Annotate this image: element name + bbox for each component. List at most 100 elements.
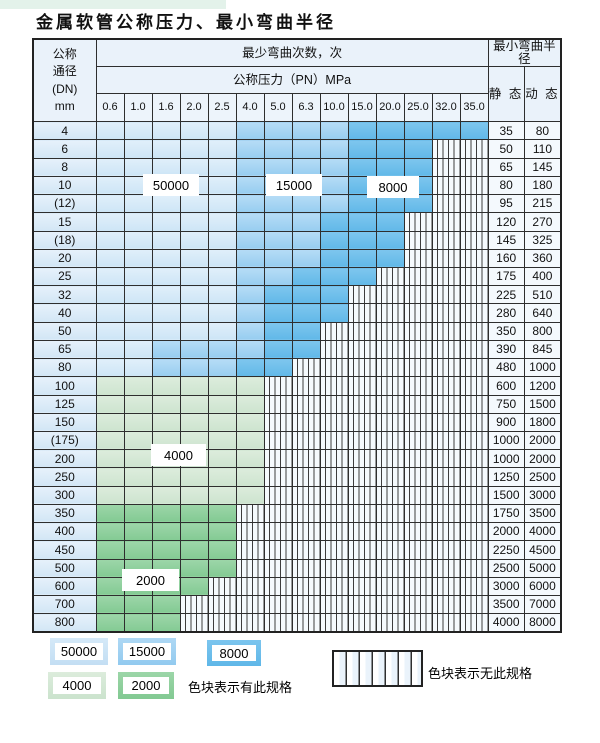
no-spec-cell (319, 503, 349, 524)
cycle-spec-cell (291, 321, 321, 341)
no-spec-cell (291, 522, 321, 542)
cycle-spec-cell (179, 121, 209, 141)
pressure-value-header: 15.0 (347, 93, 377, 123)
static-radius-cell: 2000 (487, 522, 525, 542)
dn-header-line: (DN) (52, 81, 78, 96)
no-spec-cell (319, 339, 349, 360)
cycle-spec-cell (319, 157, 349, 177)
legend-swatch-label: 8000 (212, 645, 256, 661)
cycle-spec-cell (95, 358, 125, 378)
cycle-spec-cell (207, 139, 237, 159)
no-spec-cell (403, 285, 433, 305)
no-spec-cell (403, 540, 433, 560)
no-spec-cell (403, 613, 433, 633)
no-spec-cell (291, 613, 321, 633)
dn-cell: 10 (32, 175, 97, 196)
no-spec-cell (431, 266, 461, 287)
cycle-spec-cell (179, 194, 209, 214)
cycle-spec-cell (235, 212, 265, 232)
no-spec-cell (459, 594, 489, 615)
no-spec-cell (291, 376, 321, 396)
table-row: 250 1250 2500 (32, 467, 562, 487)
cycle-spec-cell (235, 467, 265, 487)
cycle-spec-cell (291, 212, 321, 232)
hose-spec-table-wrap: 公称 通径 (DN) mm 最少弯曲次数，次 最小弯曲半径 公称压力（PN）MP… (32, 38, 563, 633)
cycle-spec-cell (263, 339, 293, 360)
static-radius-cell: 2250 (487, 540, 525, 560)
no-spec-cell (347, 503, 377, 524)
no-spec-cell (403, 594, 433, 615)
cycle-spec-cell (151, 139, 181, 159)
cycle-spec-cell (207, 248, 237, 269)
no-spec-cell (375, 485, 405, 505)
no-spec-cell (263, 394, 293, 414)
cycle-spec-cell (95, 540, 125, 560)
cycle-spec-cell (319, 175, 349, 196)
no-spec-cell (431, 485, 461, 505)
cycle-spec-cell (347, 248, 377, 269)
cycle-spec-cell (179, 230, 209, 250)
no-spec-cell (403, 266, 433, 287)
no-spec-cell (459, 558, 489, 578)
dn-cell: 65 (32, 339, 97, 360)
no-spec-cell (375, 339, 405, 360)
no-spec-cell (459, 449, 489, 469)
no-spec-cell (459, 485, 489, 505)
table-row: 100 600 1200 (32, 376, 562, 396)
static-radius-cell: 1000 (487, 430, 525, 451)
no-spec-cell (459, 358, 489, 378)
no-spec-cell (431, 594, 461, 615)
cycle-spec-cell (123, 285, 153, 305)
cycle-spec-cell (179, 339, 209, 360)
no-spec-cell (459, 540, 489, 560)
no-spec-cell (347, 394, 377, 414)
no-spec-cell (431, 321, 461, 341)
dynamic-radius-cell: 2000 (523, 430, 562, 451)
table-row: 25 175 400 (32, 266, 562, 287)
no-spec-cell (291, 503, 321, 524)
no-spec-cell (403, 449, 433, 469)
static-radius-cell: 1000 (487, 449, 525, 469)
no-spec-cell (403, 248, 433, 269)
table-row: 125 750 1500 (32, 394, 562, 414)
static-radius-cell: 2500 (487, 558, 525, 578)
no-spec-cell (179, 613, 209, 633)
legend-hatch-swatch (332, 650, 423, 687)
dn-cell: 350 (32, 503, 97, 524)
cycle-spec-cell (95, 558, 125, 578)
no-spec-cell (263, 540, 293, 560)
pressure-value-row: 0.6 1.0 1.6 2.0 2.5 4.0 5.0 6.3 10.0 15.0 20.0 25.0… (33, 93, 561, 123)
no-spec-cell (403, 376, 433, 396)
legend-swatch-50000: 50000 (50, 638, 108, 665)
cycle-spec-cell (151, 157, 181, 177)
cycle-spec-cell (123, 394, 153, 414)
no-spec-cell (431, 376, 461, 396)
no-spec-cell (347, 358, 377, 378)
no-spec-cell (459, 285, 489, 305)
static-radius-cell: 280 (487, 303, 525, 323)
no-spec-cell (263, 594, 293, 615)
cycle-spec-cell (151, 522, 181, 542)
no-spec-cell (291, 576, 321, 596)
no-spec-cell (375, 503, 405, 524)
no-spec-cell (459, 430, 489, 451)
no-spec-cell (375, 467, 405, 487)
no-spec-cell (459, 157, 489, 177)
cycle-spec-cell (347, 212, 377, 232)
static-radius-cell: 1750 (487, 503, 525, 524)
cycle-spec-cell (151, 503, 181, 524)
no-spec-cell (403, 485, 433, 505)
cycle-spec-cell (123, 303, 153, 323)
no-spec-cell (431, 449, 461, 469)
static-radius-cell: 480 (487, 358, 525, 378)
no-spec-cell (319, 540, 349, 560)
dynamic-radius-cell: 180 (523, 175, 562, 196)
cycle-spec-cell (95, 121, 125, 141)
no-spec-cell (375, 430, 405, 451)
cycle-spec-cell (375, 212, 405, 232)
cycle-spec-cell (375, 139, 405, 159)
dn-cell: 700 (32, 594, 97, 615)
no-spec-cell (235, 522, 265, 542)
no-spec-cell (347, 594, 377, 615)
page-top-strip (0, 0, 226, 9)
